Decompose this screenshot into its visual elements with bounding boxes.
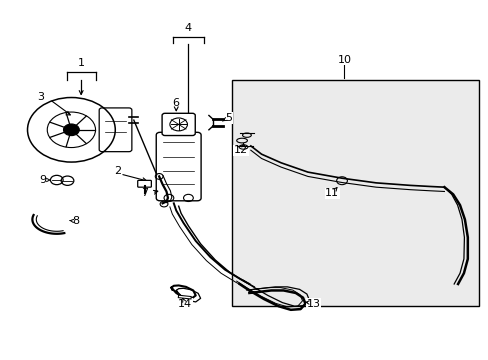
Text: 1: 1 (78, 58, 84, 68)
FancyBboxPatch shape (99, 108, 132, 152)
Text: 3: 3 (37, 92, 44, 102)
FancyBboxPatch shape (138, 180, 151, 187)
Text: 7: 7 (141, 188, 148, 198)
Text: 6: 6 (172, 98, 180, 108)
Text: 8: 8 (73, 216, 80, 226)
Text: 10: 10 (337, 55, 351, 65)
Bar (232, 80, 478, 306)
Text: 5: 5 (225, 113, 232, 123)
FancyBboxPatch shape (156, 132, 201, 201)
Text: 2: 2 (114, 166, 121, 176)
Text: 4: 4 (184, 23, 192, 33)
Text: 12: 12 (234, 145, 247, 155)
FancyBboxPatch shape (162, 113, 195, 135)
Text: 14: 14 (178, 299, 192, 309)
Text: 13: 13 (306, 299, 320, 309)
Text: 11: 11 (325, 188, 339, 198)
Text: 9: 9 (39, 175, 46, 185)
Circle shape (63, 124, 79, 136)
